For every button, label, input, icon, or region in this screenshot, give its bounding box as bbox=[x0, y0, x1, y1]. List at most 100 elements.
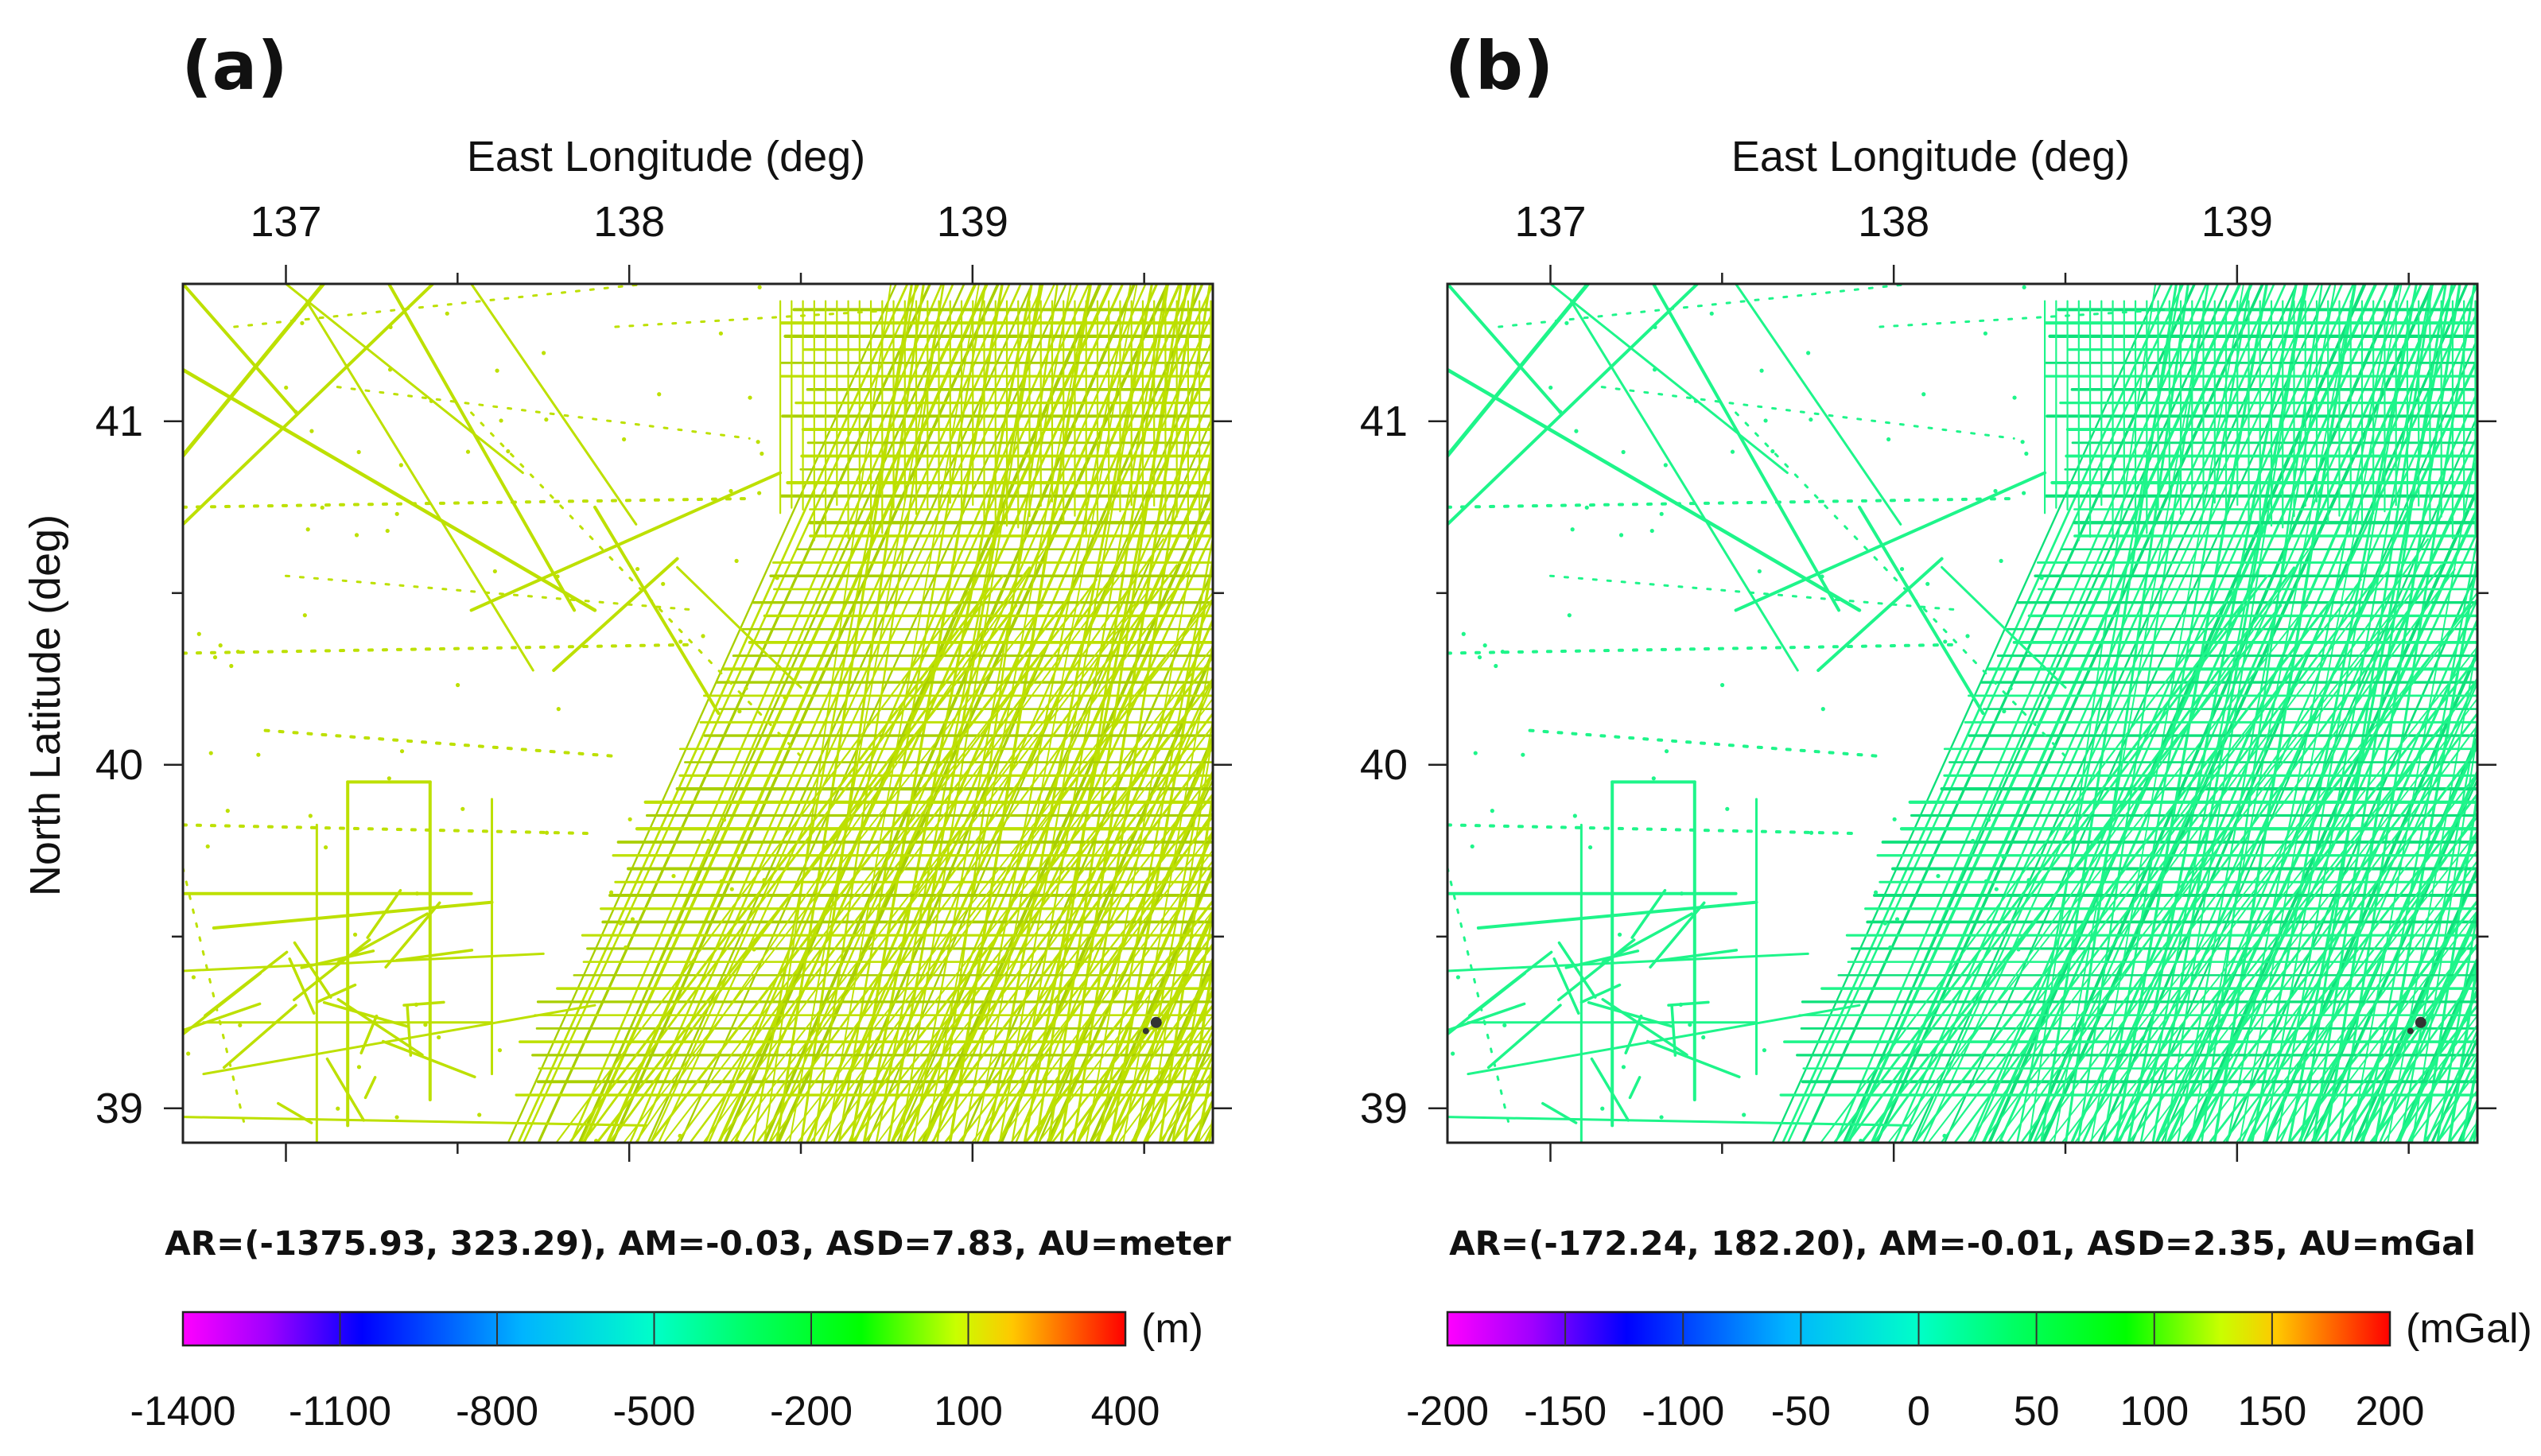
track-line bbox=[2368, 1004, 2477, 1143]
colorbar-tick-label: 150 bbox=[2237, 1388, 2306, 1435]
track-dot bbox=[1999, 558, 2003, 563]
y-tick-label: 40 bbox=[95, 741, 143, 789]
track-line bbox=[2034, 568, 2456, 1143]
track-dot bbox=[1809, 417, 1813, 422]
track-dot bbox=[555, 574, 560, 579]
track-dot bbox=[1709, 311, 1714, 316]
track-dot bbox=[718, 331, 724, 336]
track-dot bbox=[1925, 581, 1930, 586]
track-dot bbox=[556, 707, 561, 712]
track-dot bbox=[737, 709, 742, 714]
track-line bbox=[2208, 792, 2477, 1143]
track-dot bbox=[1653, 324, 1657, 329]
track-line bbox=[1024, 899, 1213, 1143]
colorbar-tick-label: -200 bbox=[770, 1388, 853, 1435]
track-line bbox=[2524, 266, 2541, 1159]
track-dot bbox=[208, 751, 213, 755]
track-dot bbox=[423, 1023, 428, 1027]
track-line bbox=[1898, 531, 2322, 1143]
track-dot bbox=[1477, 654, 1482, 660]
track-line bbox=[1541, 1101, 1578, 1124]
track-line bbox=[876, 697, 1213, 1143]
track-line bbox=[2061, 597, 2477, 1143]
track-line bbox=[1231, 266, 1380, 1159]
track-dot bbox=[1986, 817, 1991, 822]
track-line bbox=[2224, 567, 2477, 1143]
track-dot bbox=[719, 879, 724, 883]
track-line bbox=[2382, 1014, 2477, 1143]
track-dot bbox=[1558, 410, 1563, 414]
track-dot bbox=[2047, 695, 2052, 700]
island-marker bbox=[1142, 1027, 1149, 1035]
track-line bbox=[300, 949, 375, 969]
x-tick-label: 137 bbox=[1514, 198, 1586, 246]
track-line bbox=[402, 1000, 445, 1007]
track-dot bbox=[1659, 1115, 1664, 1120]
track-dot bbox=[1894, 917, 1900, 922]
track-line bbox=[741, 538, 1164, 1143]
track-line bbox=[183, 284, 298, 414]
track-dot bbox=[1725, 806, 1730, 811]
colorbar-unit: (mGal) bbox=[2406, 1306, 2532, 1352]
track-dot bbox=[2001, 855, 2006, 860]
track-dot bbox=[437, 1035, 441, 1040]
track-dot bbox=[736, 855, 741, 860]
track-dot bbox=[1965, 634, 1970, 639]
track-line bbox=[689, 579, 1111, 1143]
track-line bbox=[729, 587, 1151, 1143]
track-line bbox=[1447, 972, 1527, 1036]
track-line bbox=[1129, 1023, 1213, 1143]
track-dot bbox=[429, 398, 433, 403]
track-dot bbox=[1820, 707, 1825, 712]
track-line bbox=[336, 998, 424, 1057]
track-dot bbox=[374, 1015, 379, 1019]
track-dotted bbox=[1447, 497, 2016, 509]
track-dot bbox=[1564, 320, 1569, 325]
track-line bbox=[1046, 778, 1213, 1143]
track-line bbox=[1132, 962, 1213, 1143]
track-line bbox=[2353, 865, 2477, 1143]
track-line bbox=[2088, 645, 2477, 1143]
track-line bbox=[222, 1004, 297, 1070]
track-line bbox=[183, 284, 326, 458]
track-dot bbox=[2016, 947, 2021, 952]
track-line bbox=[1447, 284, 1563, 414]
track-line bbox=[2196, 529, 2477, 1143]
colorbar-tick-label: 50 bbox=[2014, 1388, 2060, 1435]
y-tick-label: 39 bbox=[1360, 1085, 1408, 1132]
track-dot bbox=[678, 1133, 682, 1138]
track-line bbox=[1447, 952, 1809, 973]
panel-b: (b) East Longitude (deg) 137 138 139 39 40 41 AR… bbox=[1360, 27, 2541, 1435]
track-dot bbox=[705, 838, 711, 844]
track-dot bbox=[309, 429, 314, 433]
plot-frame bbox=[181, 282, 1214, 1144]
track-dot bbox=[1701, 1035, 1706, 1040]
x-tick-label: 139 bbox=[2201, 198, 2273, 246]
track-line bbox=[2378, 914, 2477, 1143]
track-line bbox=[2221, 815, 2477, 1143]
track-line bbox=[676, 565, 802, 689]
track-dot bbox=[544, 830, 550, 835]
track-line bbox=[581, 574, 1004, 1143]
ship-tracks bbox=[183, 266, 1380, 1159]
track-dot bbox=[1473, 751, 1478, 755]
track-line bbox=[2247, 810, 2477, 1143]
colorbar-unit: (m) bbox=[1141, 1306, 1203, 1352]
track-line bbox=[322, 1000, 409, 1028]
track-dot bbox=[1651, 776, 1656, 781]
track-line bbox=[568, 587, 991, 1143]
track-line bbox=[1098, 533, 1213, 1143]
track-dot bbox=[618, 921, 623, 926]
track-dot bbox=[630, 917, 635, 922]
track-dotted bbox=[1498, 284, 1913, 328]
track-line bbox=[1557, 938, 1636, 1002]
track-dot bbox=[1455, 975, 1461, 980]
track-line bbox=[920, 485, 1213, 1143]
track-line bbox=[2340, 942, 2477, 1143]
track-line bbox=[1820, 580, 2242, 1143]
track-line bbox=[1447, 367, 1862, 612]
panel-label: (b) bbox=[1445, 27, 1554, 105]
track-dot bbox=[191, 975, 196, 980]
track-dot bbox=[2012, 395, 2017, 400]
